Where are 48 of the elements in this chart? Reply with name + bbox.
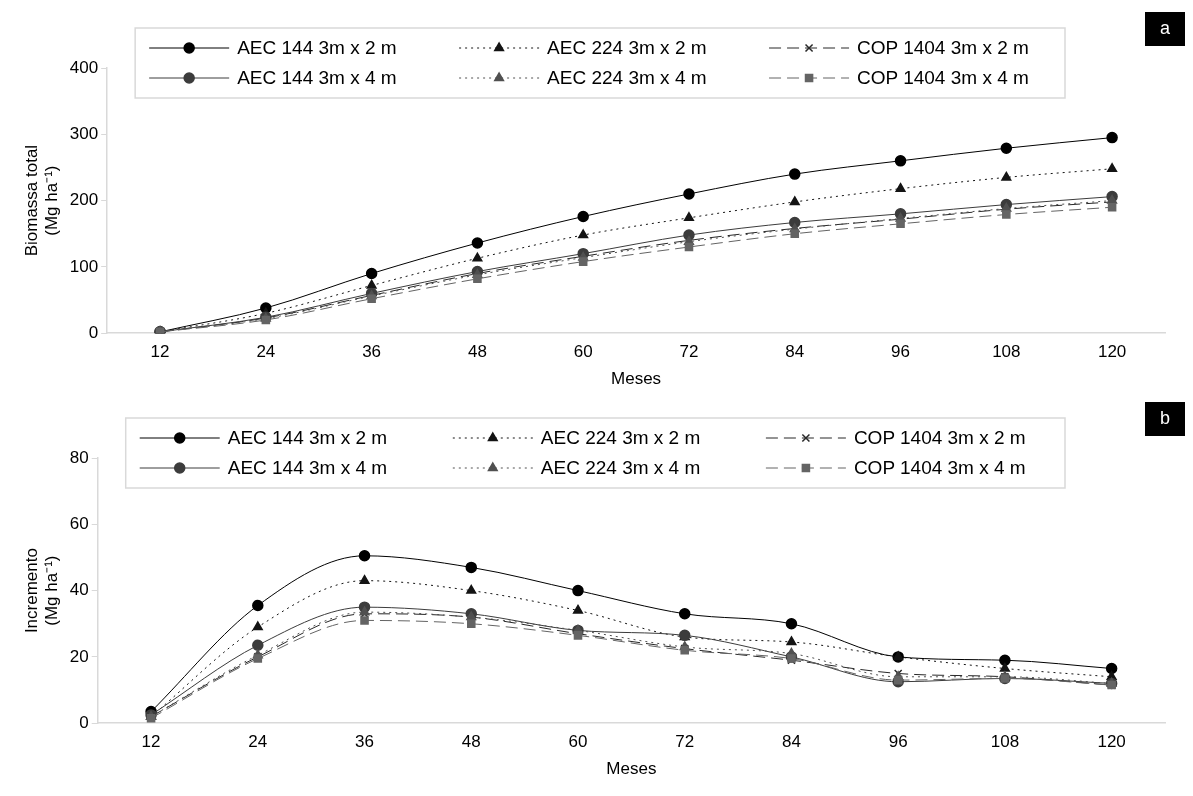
legend-label: AEC 144 3m x 2 m xyxy=(227,427,388,449)
x-tick-label: 12 xyxy=(141,732,161,752)
legend-label: AEC 144 3m x 4 m xyxy=(227,457,388,479)
y-tick-label: 100 xyxy=(69,256,99,276)
y-tick-label: 40 xyxy=(69,580,89,600)
x-axis-title: Meses xyxy=(606,759,657,779)
y-tick-label: 60 xyxy=(69,513,89,533)
y-axis-title: Incremento (Mg ha⁻¹) xyxy=(21,548,62,634)
x-tick-label: 36 xyxy=(362,342,382,362)
legend-label: AEC 144 3m x 2 m xyxy=(237,37,397,59)
legend-label: COP 1404 3m x 4 m xyxy=(857,67,1029,89)
y-tick-label: 300 xyxy=(69,123,99,143)
legend-label: COP 1404 3m x 2 m xyxy=(857,37,1029,59)
x-tick-label: 72 xyxy=(679,342,699,362)
x-tick-label: 96 xyxy=(888,732,908,752)
x-tick-label: 84 xyxy=(785,342,805,362)
legend-label: AEC 224 3m x 4 m xyxy=(547,67,707,89)
x-tick-label: 108 xyxy=(990,732,1020,752)
x-axis-title: Meses xyxy=(611,369,662,389)
x-tick-label: 60 xyxy=(568,732,588,752)
y-tick-label: 400 xyxy=(69,57,99,77)
x-tick-label: 12 xyxy=(150,342,170,362)
text: b xyxy=(1159,407,1171,428)
legend-label: AEC 224 3m x 4 m xyxy=(540,457,701,479)
legend-label: AEC 224 3m x 2 m xyxy=(540,427,701,449)
legend-label: AEC 224 3m x 2 m xyxy=(547,37,707,59)
x-tick-label: 48 xyxy=(461,732,481,752)
y-tick-label: 0 xyxy=(88,322,99,342)
x-tick-label: 96 xyxy=(891,342,910,362)
x-tick-label: 24 xyxy=(248,732,268,752)
x-tick-label: 48 xyxy=(467,342,487,362)
x-tick-label: 72 xyxy=(675,732,695,752)
x-tick-label: 108 xyxy=(992,342,1021,362)
y-axis-title: Biomassa total (Mg ha⁻¹) xyxy=(21,144,62,257)
y-tick-label: 200 xyxy=(69,190,99,210)
x-tick-label: 84 xyxy=(781,732,801,752)
y-tick-label: 20 xyxy=(69,646,89,666)
y-tick-label: 0 xyxy=(79,712,89,732)
legend-label: AEC 144 3m x 4 m xyxy=(237,67,397,89)
y-tick-label: 80 xyxy=(69,447,89,467)
x-tick-label: 120 xyxy=(1097,342,1127,362)
x-tick-label: 24 xyxy=(256,342,276,362)
text: a xyxy=(1159,17,1171,38)
x-tick-label: 60 xyxy=(573,342,593,362)
x-tick-label: 120 xyxy=(1097,732,1126,752)
x-tick-label: 36 xyxy=(355,732,374,752)
legend-label: COP 1404 3m x 2 m xyxy=(853,427,1026,449)
legend-label: COP 1404 3m x 4 m xyxy=(853,457,1026,479)
